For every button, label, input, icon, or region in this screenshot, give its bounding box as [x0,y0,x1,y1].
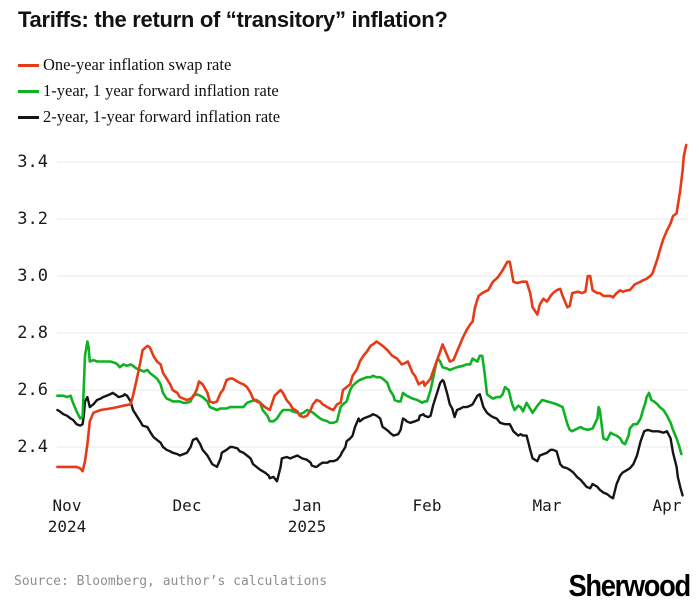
legend-label: One-year inflation swap rate [43,55,232,74]
y-tick-label: 2.6 [17,380,48,400]
sherwood-logo: Sherwood [568,568,692,603]
x-tick-label-apr: Apr [652,496,682,515]
x-tick-label-feb: Feb [412,496,442,515]
page-title: Tariffs: the return of “transitory” infl… [18,7,448,32]
y-tick-label: 2.4 [17,437,48,457]
y-tick-label: 3.2 [17,209,48,229]
legend-item-swap-rate: One-year inflation swap rate [18,52,280,78]
x-tick-label-mar: Mar [532,496,562,515]
x-tick-year: 2025 [287,517,327,536]
legend-item-2y1y-forward: 2-year, 1-year forward inflation rate [18,104,280,130]
legend-swatch-green [18,89,39,93]
x-tick-label-dec: Dec [172,496,202,515]
legend-swatch-black [18,115,39,119]
legend-item-1y1y-forward: 1-year, 1 year forward inflation rate [18,78,280,104]
series-line-0 [56,143,688,473]
y-tick-label: 3.0 [17,266,48,286]
y-tick-label: 2.8 [17,323,48,343]
y-tick-label: 3.4 [17,152,48,172]
source-credit: Source: Bloomberg, author’s calculations [14,574,328,589]
x-tick-label-jan: Jan 2025 [267,496,347,536]
series-line-2 [56,378,684,500]
x-tick-label-nov: Nov 2024 [27,496,107,536]
legend-label: 1-year, 1 year forward inflation rate [43,81,279,100]
legend-label: 2-year, 1-year forward inflation rate [43,107,281,126]
legend: One-year inflation swap rate 1-year, 1 y… [18,52,280,130]
series-line-1 [56,340,683,456]
x-tick-year: 2024 [47,517,87,536]
legend-swatch-red [18,63,39,67]
